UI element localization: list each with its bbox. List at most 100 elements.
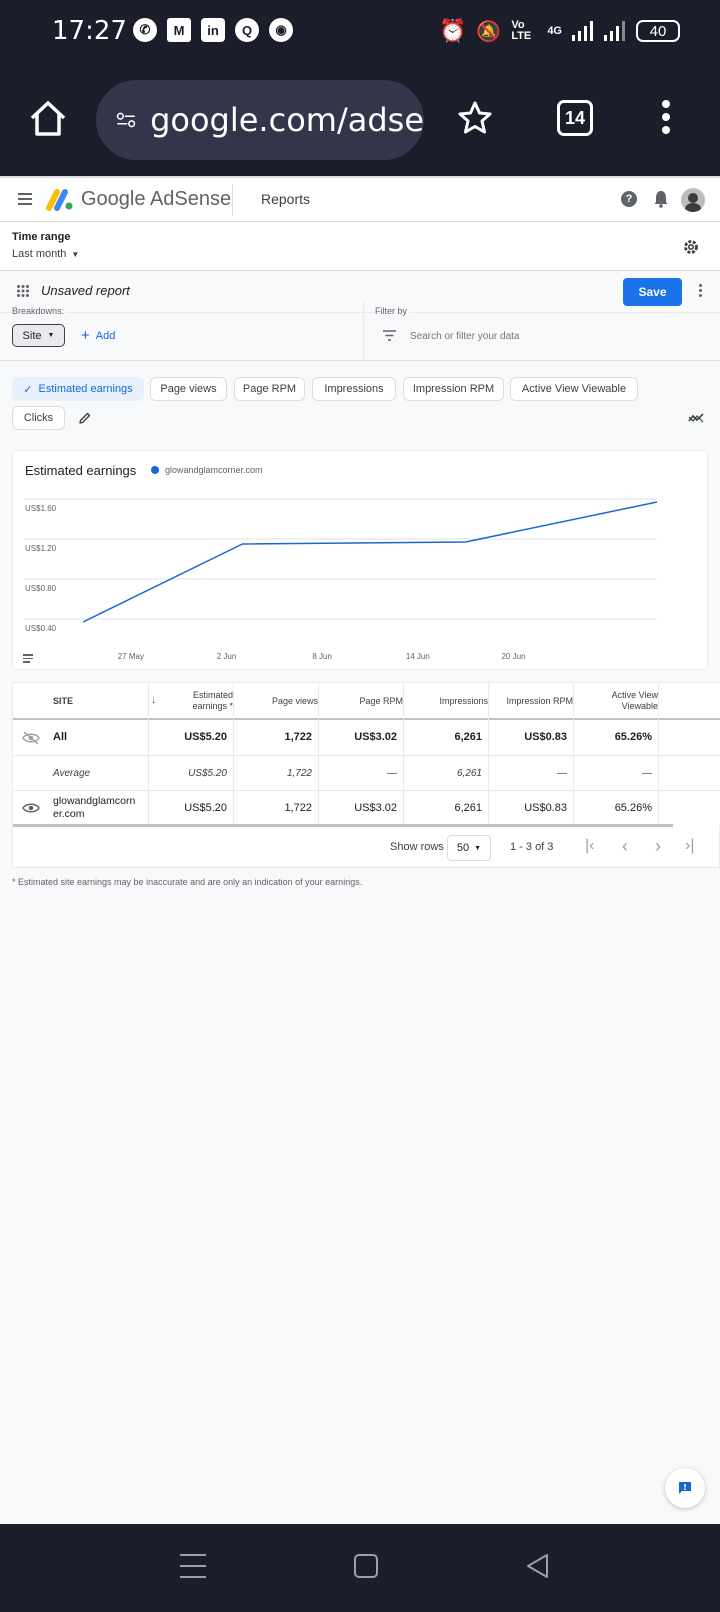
feedback-button[interactable]	[665, 1468, 705, 1508]
cell-site-earnings: US$5.20	[184, 802, 227, 814]
first-page-icon[interactable]: |‹	[585, 837, 595, 854]
last-page-icon[interactable]: ›|	[685, 837, 695, 854]
help-icon[interactable]: ?	[621, 191, 637, 207]
cell-site-active-view: 65.26%	[614, 802, 652, 814]
cell-site-page-rpm: US$3.02	[354, 802, 397, 814]
chat-icon: Q	[235, 18, 259, 42]
save-button[interactable]: Save	[623, 278, 682, 306]
column-header-site[interactable]: SITE	[53, 695, 74, 706]
chrome-icon: ◉	[269, 18, 293, 42]
legend-series-label[interactable]: glowandglamcorner.com	[165, 465, 263, 475]
column-header-estimated-earnings[interactable]: Estimated earnings *	[192, 690, 233, 711]
metric-chip-estimated-earnings[interactable]: ✓ Estimated earnings	[12, 377, 144, 401]
time-range-value: Last month	[12, 248, 67, 260]
filter-search-input[interactable]	[410, 325, 710, 347]
time-range-bar: Time range Last month ▼	[0, 222, 720, 271]
cell-average-earnings: US$5.20	[188, 767, 227, 779]
alarm-icon: ⏰	[439, 18, 467, 43]
home-icon[interactable]	[28, 98, 68, 138]
horizontal-scrollbar[interactable]	[13, 824, 673, 827]
add-breakdown-button[interactable]: + Add	[81, 327, 115, 344]
metric-chip-impressions[interactable]: Impressions	[312, 377, 396, 401]
back-nav-icon[interactable]	[525, 1553, 549, 1579]
row-site-domain[interactable]: glowandglamcorn er.com	[53, 795, 136, 820]
metric-chip-page-views[interactable]: Page views	[150, 377, 227, 401]
cell-all-active-view: 65.26%	[614, 731, 652, 743]
edit-pencil-icon[interactable]	[78, 411, 92, 425]
eye-off-icon[interactable]	[22, 731, 40, 745]
notifications-icon[interactable]	[654, 190, 668, 208]
earnings-chart: Estimated earnings glowandglamcorner.com…	[12, 450, 708, 670]
next-page-icon[interactable]: ›	[655, 836, 661, 856]
gmail-icon: M	[167, 18, 191, 42]
check-icon: ✓	[23, 383, 33, 396]
pagination-range: 1 - 3 of 3	[510, 841, 554, 853]
plus-icon: +	[81, 327, 90, 344]
mute-icon: 🔕	[476, 20, 502, 43]
status-time: 17:27	[52, 16, 127, 46]
filter-label: Filter by	[375, 306, 410, 316]
apps-grid-icon[interactable]	[17, 285, 29, 297]
browser-toolbar: google.com/adse 14	[0, 64, 720, 176]
site-chip-label: Site	[22, 329, 42, 342]
column-header-impression-rpm[interactable]: Impression RPM	[506, 695, 573, 706]
x-tick-label: 8 Jun	[312, 652, 332, 661]
volte-label: Vo LTE	[511, 19, 532, 42]
browser-menu-icon[interactable]	[662, 100, 670, 134]
filter-icon	[383, 330, 396, 341]
report-name[interactable]: Unsaved report	[41, 283, 130, 298]
avatar[interactable]	[681, 188, 705, 212]
metric-chip-impression-rpm[interactable]: Impression RPM	[403, 377, 504, 401]
previous-page-icon[interactable]: ‹	[622, 836, 628, 856]
brand-name: Google AdSense	[81, 188, 232, 210]
x-tick-label: 2 Jun	[217, 652, 237, 661]
column-header-impressions[interactable]: Impressions	[439, 695, 488, 706]
sort-arrow-icon[interactable]: ↓	[151, 694, 157, 706]
chart-title: Estimated earnings	[25, 463, 137, 478]
settings-gear-icon[interactable]	[682, 238, 700, 256]
rows-per-page-select[interactable]: 50 ▼	[447, 835, 491, 861]
metric-chip-clicks[interactable]: Clicks	[12, 406, 65, 430]
bookmark-star-icon[interactable]	[457, 100, 493, 136]
system-nav-bar	[0, 1524, 720, 1612]
column-header-page-views[interactable]: Page views	[271, 695, 318, 706]
metric-chip-active-view-viewable[interactable]: Active View Viewable	[510, 377, 638, 401]
recent-apps-icon[interactable]	[180, 1554, 206, 1578]
column-header-page-rpm[interactable]: Page RPM	[359, 695, 403, 706]
hamburger-menu-icon[interactable]	[18, 193, 32, 205]
select-dropdown-icon: ▼	[474, 844, 482, 852]
dropdown-arrow-icon: ▼	[71, 249, 80, 259]
address-bar[interactable]: google.com/adse	[96, 80, 424, 160]
page-title: Reports	[261, 191, 311, 207]
row-site-all: All	[53, 731, 68, 743]
status-bar: 17:27 ✆ M in Q ◉ ⏰ 🔕 Vo LTE 4G 40	[0, 0, 720, 64]
report-table: SITE ↓ Estimated earnings * Page views P…	[12, 682, 720, 868]
legend-dot	[151, 466, 159, 474]
trend-compare-icon[interactable]	[688, 412, 704, 424]
site-breakdown-chip[interactable]: Site ▼	[12, 324, 65, 347]
cell-average-impression-rpm: —	[557, 767, 567, 779]
cell-average-active-view: —	[642, 767, 652, 779]
network-label: 4G	[547, 25, 562, 37]
show-rows-label: Show rows	[390, 841, 444, 853]
chip-dropdown-icon: ▼	[47, 332, 55, 339]
metric-chip-page-rpm[interactable]: Page RPM	[234, 377, 305, 401]
site-settings-icon[interactable]	[116, 106, 136, 134]
x-tick-label: 27 May	[118, 652, 144, 661]
report-menu-icon[interactable]	[699, 284, 702, 297]
time-range-label: Time range	[12, 231, 71, 243]
tab-switcher-button[interactable]: 14	[557, 100, 593, 136]
chart-table-toggle-icon[interactable]	[23, 654, 33, 663]
time-range-dropdown[interactable]: Last month ▼	[12, 248, 79, 260]
eye-icon[interactable]	[22, 802, 40, 814]
column-header-active-view-viewable[interactable]: Active View Viewable	[611, 690, 658, 711]
signal-icon	[572, 21, 593, 41]
app-header: Google AdSense Reports ?	[0, 178, 720, 222]
home-nav-icon[interactable]	[354, 1554, 378, 1578]
cell-site-page-views: 1,722	[284, 802, 312, 814]
battery-indicator: 40	[636, 20, 680, 42]
cell-all-page-views: 1,722	[284, 731, 312, 743]
cell-all-page-rpm: US$3.02	[354, 731, 397, 743]
url-text: google.com/adse	[150, 101, 424, 139]
series-line[interactable]	[82, 501, 658, 623]
